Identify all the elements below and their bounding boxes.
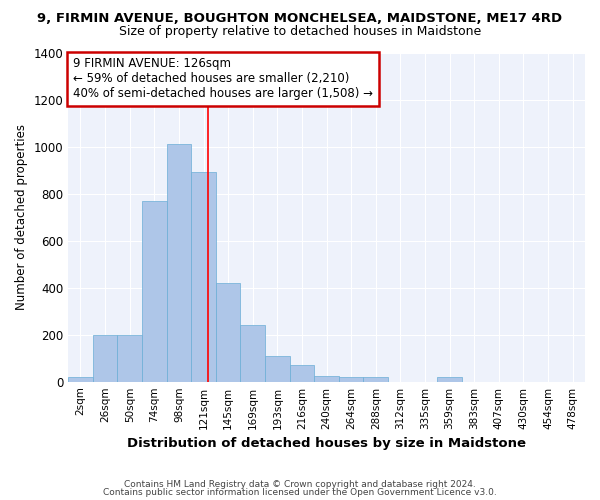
Bar <box>191 172 216 382</box>
X-axis label: Distribution of detached houses by size in Maidstone: Distribution of detached houses by size … <box>127 437 526 450</box>
Bar <box>364 377 388 382</box>
Bar <box>93 334 118 382</box>
Y-axis label: Number of detached properties: Number of detached properties <box>15 124 28 310</box>
Bar <box>241 325 265 382</box>
Bar <box>437 377 462 382</box>
Bar <box>265 356 290 382</box>
Bar <box>118 334 142 382</box>
Text: Contains public sector information licensed under the Open Government Licence v3: Contains public sector information licen… <box>103 488 497 497</box>
Bar <box>216 283 241 382</box>
Text: Size of property relative to detached houses in Maidstone: Size of property relative to detached ho… <box>119 25 481 38</box>
Text: 9, FIRMIN AVENUE, BOUGHTON MONCHELSEA, MAIDSTONE, ME17 4RD: 9, FIRMIN AVENUE, BOUGHTON MONCHELSEA, M… <box>37 12 563 26</box>
Bar <box>167 144 191 382</box>
Bar <box>68 377 93 382</box>
Bar <box>314 376 339 382</box>
Text: 9 FIRMIN AVENUE: 126sqm
← 59% of detached houses are smaller (2,210)
40% of semi: 9 FIRMIN AVENUE: 126sqm ← 59% of detache… <box>73 58 373 100</box>
Bar <box>290 365 314 382</box>
Text: Contains HM Land Registry data © Crown copyright and database right 2024.: Contains HM Land Registry data © Crown c… <box>124 480 476 489</box>
Bar <box>339 377 364 382</box>
Bar <box>142 200 167 382</box>
